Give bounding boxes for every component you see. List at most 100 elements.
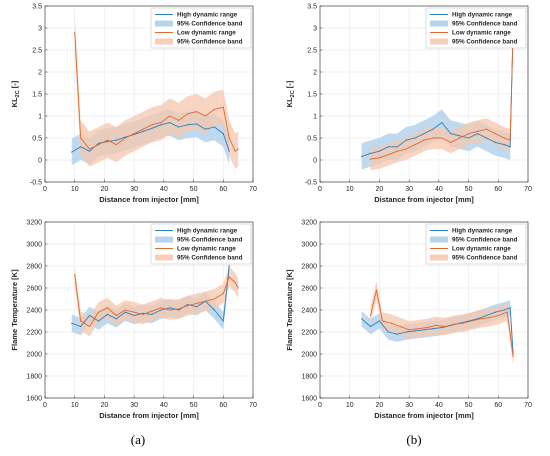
data-point (396, 150, 398, 152)
data-point (178, 126, 180, 128)
data-point (97, 320, 100, 322)
legend-entry: 95% Confidence band (177, 21, 243, 28)
data-point (80, 137, 82, 139)
data-point (80, 325, 82, 328)
x-tick-label: 30 (405, 186, 413, 193)
data-point (423, 139, 425, 141)
data-point (467, 137, 470, 139)
data-point (151, 127, 153, 129)
data-point (228, 150, 230, 152)
data-point (222, 106, 224, 108)
data-point (423, 329, 425, 331)
data-point (414, 144, 416, 146)
data-point (133, 311, 135, 313)
legend-entry: 95% Confidence band (452, 255, 518, 262)
y-tick-label: 3000 (26, 241, 42, 248)
data-point (228, 137, 230, 139)
data-point (124, 137, 126, 139)
data-point (426, 327, 428, 329)
data-point (405, 331, 407, 333)
legend-band-swatch (155, 20, 173, 27)
data-point (476, 130, 479, 132)
y-tick-label: 2800 (26, 263, 42, 270)
data-point (142, 128, 144, 130)
data-point (222, 133, 224, 135)
data-point (381, 320, 383, 322)
data-point (80, 320, 82, 322)
data-point (361, 155, 363, 158)
series-line (370, 289, 514, 357)
legend-entry: High dynamic range (177, 12, 238, 19)
x-axis-label: Distance from injector [mm] (374, 411, 474, 420)
data-point (74, 274, 76, 276)
data-point (414, 137, 416, 139)
data-point (462, 322, 464, 324)
data-point (115, 144, 117, 146)
data-point (441, 122, 443, 124)
y-tick-label: 2000 (26, 351, 42, 358)
y-tick-label: 2200 (26, 329, 42, 336)
legend-entry: Low dynamic range (452, 246, 511, 253)
data-point (485, 137, 487, 139)
y-tick-label: 2000 (301, 351, 317, 358)
y-tick-label: 0 (38, 157, 42, 164)
data-point (97, 142, 100, 144)
data-point (509, 146, 511, 148)
y-tick-label: 1800 (26, 373, 42, 380)
data-point (485, 128, 487, 130)
data-point (503, 137, 505, 139)
data-point (213, 126, 215, 128)
data-point (378, 150, 381, 152)
data-point (479, 318, 482, 320)
data-point (432, 137, 434, 139)
data-point (228, 265, 230, 267)
y-tick-label: -0.5 (305, 179, 317, 186)
y-tick-label: 2 (38, 69, 42, 76)
x-tick-label: 20 (376, 186, 384, 193)
y-axis-label: Flame Temperature [K] (10, 269, 19, 351)
data-point (414, 330, 416, 332)
data-point (160, 122, 162, 124)
data-point (151, 310, 153, 312)
data-point (506, 311, 508, 313)
data-point (204, 128, 207, 130)
data-point (80, 146, 82, 148)
y-tick-label: 3 (313, 25, 317, 32)
legend-band-swatch (155, 38, 173, 45)
data-point (160, 309, 162, 311)
y-tick-label: 2400 (301, 307, 317, 314)
data-point (378, 320, 381, 322)
data-point (71, 151, 73, 153)
y-tick-label: 1 (313, 113, 317, 120)
data-point (133, 133, 135, 135)
data-point (151, 313, 153, 315)
data-point (485, 314, 487, 317)
y-tick-label: 2600 (301, 285, 317, 292)
legend-band-swatch (430, 254, 448, 261)
x-tick-label: 10 (71, 402, 79, 409)
data-point (106, 313, 108, 315)
x-tick-label: 0 (43, 402, 47, 409)
data-point (503, 144, 505, 146)
data-point (432, 328, 434, 330)
data-point (142, 130, 144, 132)
y-tick-label: 3200 (26, 219, 42, 226)
x-tick-label: 10 (71, 186, 79, 193)
data-point (88, 314, 91, 317)
data-point (71, 322, 73, 324)
y-tick-label: 3.5 (307, 3, 317, 10)
data-point (97, 311, 100, 313)
x-axis-label: Distance from injector [mm] (99, 411, 199, 420)
data-point (178, 309, 180, 311)
data-point (195, 123, 198, 125)
data-point (467, 133, 470, 135)
data-point (169, 115, 171, 117)
y-tick-label: 0.5 (32, 135, 42, 142)
data-point (444, 325, 446, 328)
series-line (370, 27, 514, 160)
data-point (115, 318, 117, 320)
legend-entry: 95% Confidence band (452, 39, 518, 46)
data-point (435, 324, 437, 326)
data-point (222, 292, 224, 295)
x-tick-label: 40 (160, 186, 168, 193)
